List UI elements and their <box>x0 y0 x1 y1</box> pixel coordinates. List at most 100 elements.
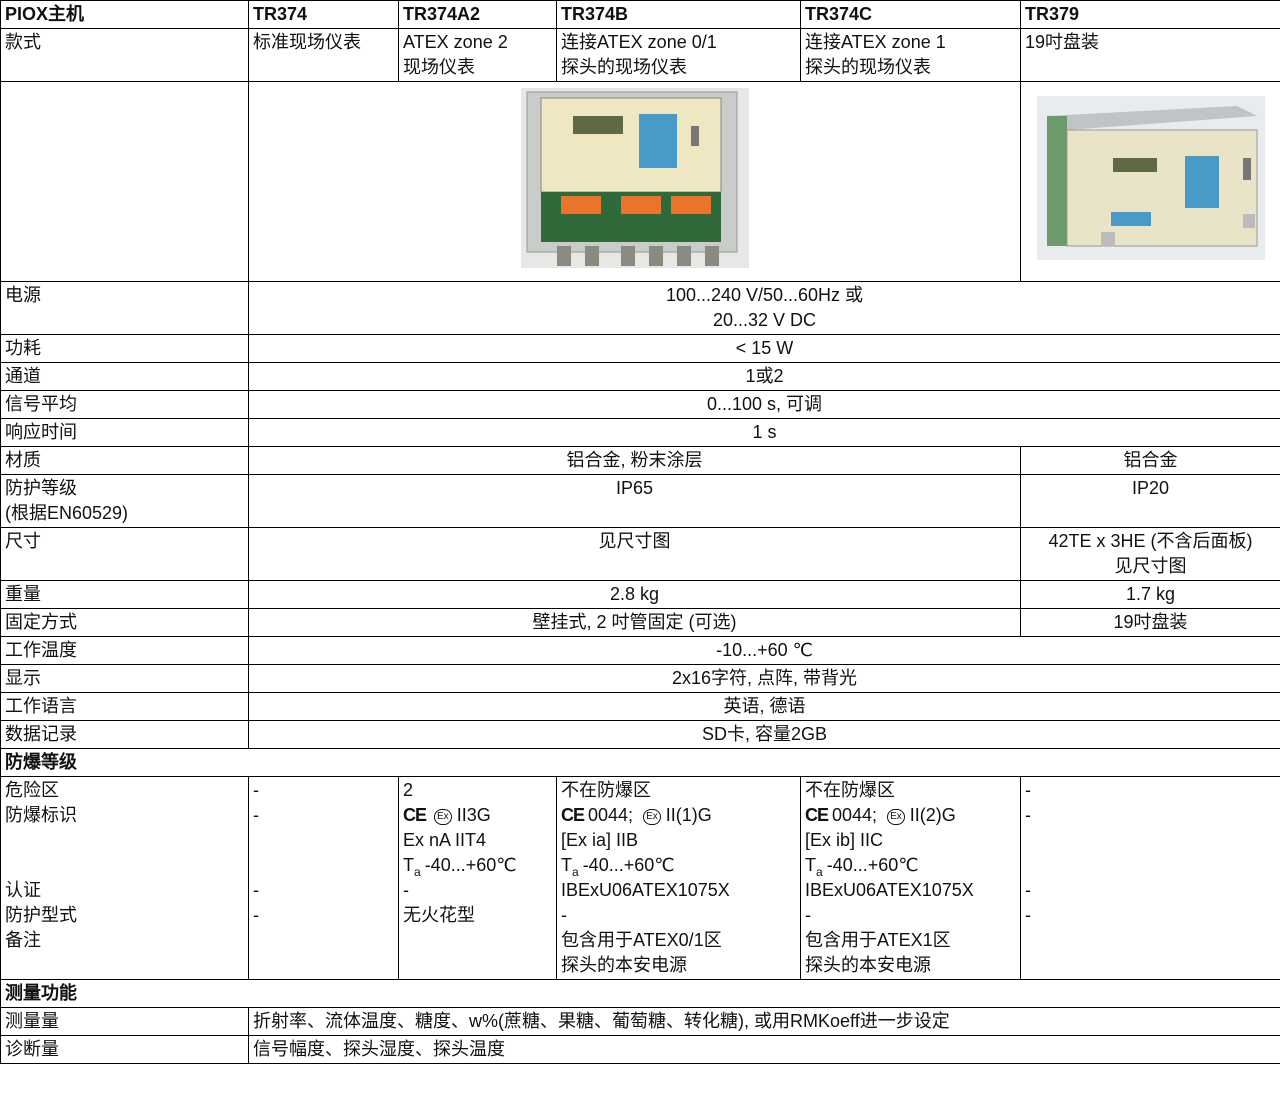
text-line <box>5 828 244 853</box>
text-line: 防护型式 <box>5 905 77 925</box>
text-part: 0044; <box>832 805 878 825</box>
text-part: -40...+60℃ <box>424 855 517 875</box>
section-title: 防爆等级 <box>0 748 1280 777</box>
text-line: 探头的本安电源 <box>561 955 687 975</box>
spec-cell: 壁挂式, 2 吋管固定 (可选) <box>248 608 1021 637</box>
text-line: ATEX zone 2 <box>403 32 508 52</box>
text-line: 标准现场仪表 <box>253 32 361 52</box>
text-part: II(1)G <box>665 805 712 825</box>
header-cell: TR374C <box>800 0 1021 29</box>
spec-cell: 0...100 s, 可调 <box>248 390 1280 419</box>
text-line: 工作语言 <box>5 696 77 716</box>
spec-cell: 见尺寸图 <box>248 527 1021 581</box>
text-line: 尺寸 <box>5 531 41 551</box>
row-label: 固定方式 <box>0 608 249 637</box>
row-label: 工作语言 <box>0 692 249 721</box>
spec-cell: 100...240 V/50...60Hz 或 20...32 V DC <box>248 281 1280 335</box>
ex-cell: - - - - <box>1020 776 1280 980</box>
style-cell: 连接ATEX zone 0/1 探头的现场仪表 <box>556 28 801 82</box>
text-line: 防爆标识 <box>5 805 77 825</box>
text-line <box>253 828 394 853</box>
text-line <box>253 853 394 878</box>
text-line: 见尺寸图 <box>1114 556 1187 576</box>
spec-cell: 铝合金 <box>1020 446 1280 475</box>
style-cell: ATEX zone 2 现场仪表 <box>398 28 557 82</box>
spec-cell: SD卡, 容量2GB <box>248 720 1280 749</box>
spec-row: 信号平均 0...100 s, 可调 <box>0 390 1280 419</box>
ex-mark: Ex <box>887 809 905 825</box>
ce-mark: CE <box>561 805 585 825</box>
row-label: 功耗 <box>0 334 249 363</box>
text-line: 材质 <box>5 450 41 470</box>
text-line: [Ex ib] IIC <box>805 830 884 850</box>
text-line: < 15 W <box>735 338 794 358</box>
text-line: Ta -40...+60℃ <box>403 853 552 878</box>
text-line: - <box>403 880 409 900</box>
spec-cell: 1.7 kg <box>1020 580 1280 609</box>
text-line: 2.8 kg <box>609 584 660 604</box>
text-line: 不在防爆区 <box>561 780 651 800</box>
text-line: CE Ex II3G <box>403 803 552 828</box>
text-line: 2 <box>403 780 414 800</box>
text-line: Ta -40...+60℃ <box>561 853 796 878</box>
spec-cell: < 15 W <box>248 334 1280 363</box>
measure-cell: 折射率、流体温度、糖度、w%(蔗糖、果糖、葡萄糖、转化糖), 或用RMKoeff… <box>248 1007 1280 1036</box>
text-line: 固定方式 <box>5 612 77 632</box>
text-line: 19吋盘装 <box>1025 32 1100 52</box>
text-line: CE 0044; Ex II(1)G <box>561 803 796 828</box>
row-label: 尺寸 <box>0 527 249 581</box>
text-line: 英语, 德语 <box>723 696 806 716</box>
spec-cell: 42TE x 3HE (不含后面板) 见尺寸图 <box>1020 527 1280 581</box>
text-line: IP65 <box>615 478 654 498</box>
spec-cell: 19吋盘装 <box>1020 608 1280 637</box>
text-line: 响应时间 <box>5 422 77 442</box>
spec-row: 重量 2.8 kg 1.7 kg <box>0 580 1280 609</box>
spec-cell: IP65 <box>248 474 1021 528</box>
text-line: -10...+60 ℃ <box>716 640 813 660</box>
text-line: Ex nA IIT4 <box>403 830 487 850</box>
text-line: 0...100 s, 可调 <box>706 394 823 414</box>
spec-row: 工作温度 -10...+60 ℃ <box>0 636 1280 665</box>
text-line: 连接ATEX zone 1 <box>805 32 946 52</box>
spec-row: 通道 1或2 <box>0 362 1280 391</box>
text-line: - <box>253 805 259 825</box>
spec-row: 功耗 < 15 W <box>0 334 1280 363</box>
spec-row: 固定方式 壁挂式, 2 吋管固定 (可选) 19吋盘装 <box>0 608 1280 637</box>
text-line: 现场仪表 <box>403 57 475 77</box>
spec-cell: 1或2 <box>248 362 1280 391</box>
style-cell: 19吋盘装 <box>1020 28 1280 82</box>
text-part: T <box>805 855 816 875</box>
text-line <box>5 853 244 878</box>
header-cell: TR374A2 <box>398 0 557 29</box>
text-line: - <box>253 880 259 900</box>
header-cell: PIOX主机 <box>0 0 249 29</box>
text-line <box>1025 828 1276 853</box>
text-line: CE 0044; Ex II(2)G <box>805 803 1016 828</box>
text-line: 显示 <box>5 668 41 688</box>
row-label: 电源 <box>0 281 249 335</box>
ex-mark: Ex <box>643 809 661 825</box>
text-line: 备注 <box>5 930 41 950</box>
text-line: 1或2 <box>745 366 784 386</box>
spec-cell: 2.8 kg <box>248 580 1021 609</box>
spec-row: 电源 100...240 V/50...60Hz 或 20...32 V DC <box>0 281 1280 335</box>
text-line: - <box>253 905 259 925</box>
row-label: 材质 <box>0 446 249 475</box>
ex-row: 危险区 防爆标识 认证 防护型式 备注 - - - -2 CE Ex II3G Ex nA IIT4… <box>0 776 1280 980</box>
spec-cell: 铝合金, 粉末涂层 <box>248 446 1021 475</box>
ce-mark: CE <box>403 805 427 825</box>
text-line: 通道 <box>5 366 41 386</box>
row-label: 响应时间 <box>0 418 249 447</box>
text-part: II(2)G <box>909 805 956 825</box>
spec-row: 显示 2x16字符, 点阵, 带背光 <box>0 664 1280 693</box>
empty-cell <box>0 81 249 282</box>
ce-mark: CE <box>805 805 829 825</box>
text-line: 铝合金 <box>1123 450 1178 470</box>
text-part: -40...+60℃ <box>582 855 675 875</box>
text-line: IBExU06ATEX1075X <box>805 880 974 900</box>
row-label: 重量 <box>0 580 249 609</box>
text-line: - <box>805 905 811 925</box>
header-cell: TR374B <box>556 0 801 29</box>
spec-row: 尺寸 见尺寸图 42TE x 3HE (不含后面板) 见尺寸图 <box>0 527 1280 581</box>
